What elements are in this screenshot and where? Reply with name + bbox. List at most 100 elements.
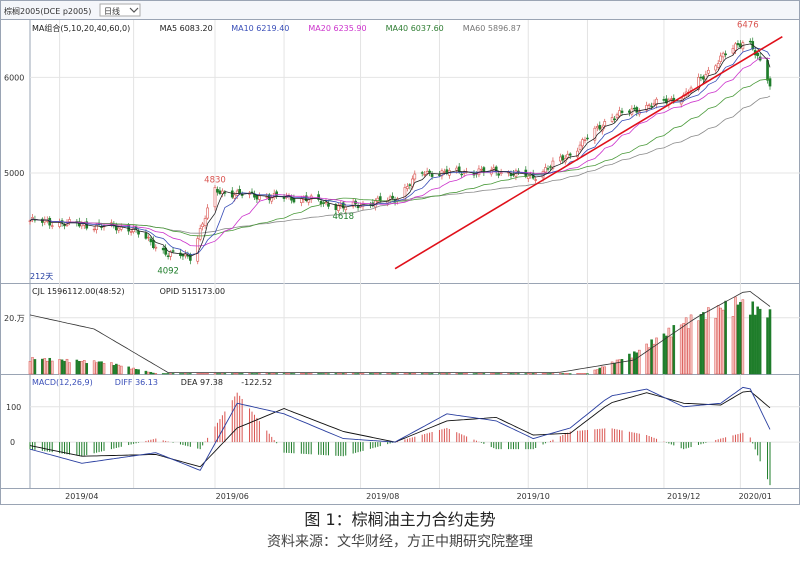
volume-bar [600,366,604,375]
volume-bar [300,373,303,375]
volume-bar [650,339,653,375]
candle-body [161,247,165,251]
candle-body [665,98,668,104]
volume-bar [403,373,407,375]
volume-bar [68,362,71,375]
figure-source: 资料来源：文华财经，方正中期研究院整理 [267,534,533,550]
volume-bar [179,373,182,375]
volume-bar [97,361,101,375]
volume-bar [546,373,550,375]
candle-body [341,202,345,209]
volume-bar [253,373,256,375]
volume-bar [499,373,503,375]
volume-bar [445,373,449,375]
volume-bar [33,359,37,375]
window-title: 棕榈2005(DCE p2005) [4,6,91,16]
volume-bar [497,373,500,375]
volume-bar [137,369,140,375]
volume-bar [302,373,306,375]
volume-bar [223,373,227,375]
legend-entry: CJL 1596112.00(48:52) [32,287,125,296]
candle-body [561,155,565,161]
diff-line [29,386,771,471]
volume-bar [203,373,207,375]
candle-body [171,250,175,252]
volume-bar [82,360,86,375]
volume-bar [85,363,89,375]
volume-bar [206,373,209,375]
macd-histogram [29,392,771,486]
volume-bar [272,373,276,375]
candle-body [406,186,409,189]
candle-body [549,166,552,168]
volume-bar [551,373,555,375]
candle-body [702,76,705,80]
chart-frame [0,0,800,505]
volume-bar [63,360,66,375]
volume-bar [351,373,355,375]
candle-body [189,254,192,261]
volume-bar [327,373,330,375]
volume-bar [78,360,81,375]
volume-bar [766,317,769,375]
volume-bar [255,373,259,375]
ma5-line [29,43,771,257]
legend-entry: DEA 97.38 [181,378,223,387]
candle-body [645,104,648,111]
volume-bar [613,363,616,375]
volume-bar [492,373,496,375]
candle-body [216,189,219,193]
volume-bar [161,373,165,375]
volume-bar [307,373,311,375]
volume-bar [233,373,237,375]
volume-bar [171,373,175,375]
volume-bar [566,373,570,375]
volume-bar [682,322,685,375]
candle-body [596,126,599,129]
volume-bar [396,373,399,375]
volume-bar [132,367,135,375]
volume-bar [45,360,49,375]
candle-body [593,127,597,141]
candle-body [586,137,589,140]
volume-bar [679,324,683,375]
candle-body [420,172,424,174]
volume-bar [361,373,365,375]
legend-entry: MA10 6219.40 [231,24,289,33]
volume-bar [420,373,424,375]
candle-body [544,167,547,173]
volume-bar [292,373,296,375]
volume-bar [112,365,116,375]
volume-bar [430,373,434,375]
y-tick-label: 6000 [4,73,24,82]
price-annotation: 4618 [332,212,354,222]
volume-bar [702,312,705,375]
volume-bar [423,373,426,375]
candle-body [497,173,500,176]
volume-bar [213,373,217,375]
ma40-line [29,78,771,237]
figure-caption: 图 1：棕榈油主力合约走势 [304,510,496,529]
volume-bar [507,373,510,375]
volume-bar [667,327,671,375]
candle-body [181,254,185,257]
candle-body [300,198,303,203]
volume-bar [598,367,602,375]
volume-bar [359,373,362,375]
legend-entry: MA5 6083.20 [160,24,213,33]
volume-bar [741,299,745,375]
candle-body [152,239,155,248]
volume-bar [411,373,414,375]
candle-body [201,223,204,228]
candle-body [620,110,624,113]
legend-entry: MA组合(5,10,20,40,60,0) [32,23,130,33]
volume-bar [285,373,288,375]
volume-bar [270,373,274,375]
candle-body [460,173,463,176]
legend-entry: DIFF 36.13 [115,378,158,387]
volume-bar [583,373,587,375]
candle-body [670,98,673,100]
volume-bar [697,320,700,375]
candle-body [233,194,237,199]
candle-body [438,174,441,176]
